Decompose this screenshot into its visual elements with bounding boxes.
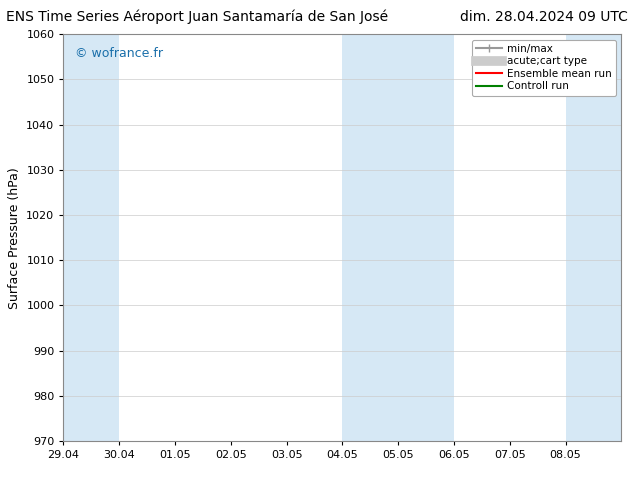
Text: dim. 28.04.2024 09 UTC: dim. 28.04.2024 09 UTC <box>460 10 628 24</box>
Legend: min/max, acute;cart type, Ensemble mean run, Controll run: min/max, acute;cart type, Ensemble mean … <box>472 40 616 96</box>
Bar <box>398 34 454 441</box>
Bar <box>63 34 119 441</box>
Bar <box>342 34 398 441</box>
Text: ENS Time Series Aéroport Juan Santamaría de San José: ENS Time Series Aéroport Juan Santamaría… <box>6 10 389 24</box>
Text: © wofrance.fr: © wofrance.fr <box>75 47 162 59</box>
Bar <box>566 34 621 441</box>
Y-axis label: Surface Pressure (hPa): Surface Pressure (hPa) <box>8 167 21 309</box>
